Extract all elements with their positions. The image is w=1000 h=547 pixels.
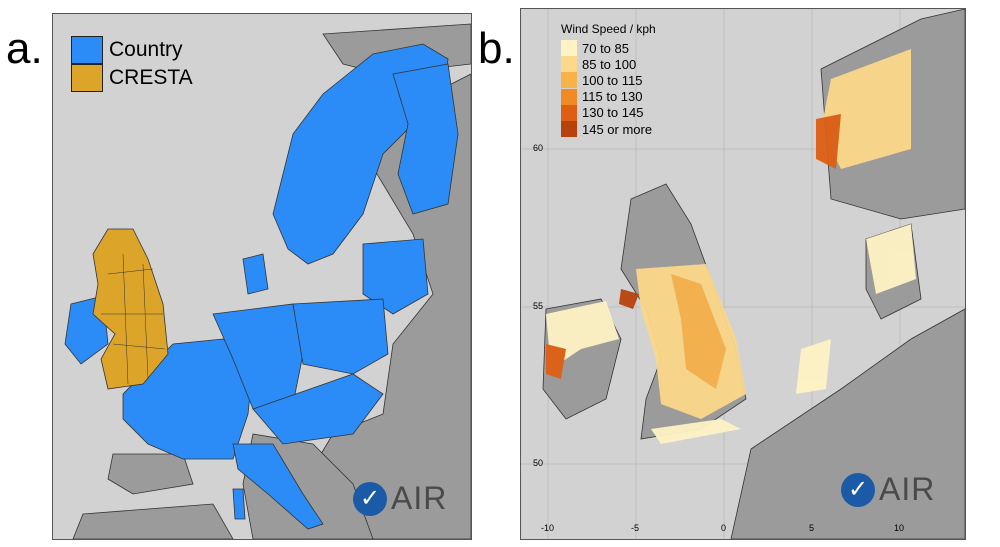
legend-b: Wind Speed / kph 70 to 85 85 to 100 100 … [561,22,656,138]
legend-b-swatch [561,40,577,57]
legend-b-item: 100 to 115 [561,72,656,89]
checkmark-globe-icon: ✓ [841,472,875,507]
legend-b-label: 130 to 145 [582,105,644,121]
country-poland [292,298,389,375]
legend-a-label-cresta: CRESTA [109,66,193,89]
lat-tick-60: 60 [533,143,544,153]
wind-footprint [546,49,916,444]
country-central [252,373,384,445]
panel-b-letter: b. [478,24,515,73]
wind-map-graphic [521,9,965,539]
legend-a: Country CRESTA [71,36,193,92]
legend-b-item: 115 to 130 [561,88,656,105]
country-finland [392,63,459,215]
legend-b-label: 100 to 115 [582,72,643,88]
checkmark-globe-icon: ✓ [353,481,387,516]
legend-b-item: 85 to 100 [561,56,656,73]
legend-b-label: 115 to 130 [582,89,643,105]
panel-a-letter: a. [6,24,43,73]
wind-speed-map: 60 55 50 -10 -5 0 5 10 Wind Speed / kph … [520,8,966,540]
legend-b-label: 85 to 100 [582,56,637,72]
land-iberia-south [107,453,194,495]
lat-tick-50: 50 [533,458,544,468]
country-italy [232,443,324,530]
legend-b-swatch [561,88,577,105]
land-north-africa [72,503,234,539]
lon-tick-5: 5 [809,523,815,533]
legend-b-swatch [561,72,577,89]
cresta-zone-lines [101,253,166,385]
lon-tick-minus10: -10 [541,523,555,533]
europe-exposure-map: Country CRESTA ✓ AIR [52,13,472,540]
legend-a-item-country: Country [71,36,193,64]
legend-a-item-cresta: CRESTA [71,64,193,92]
legend-b-title: Wind Speed / kph [561,22,656,36]
country-denmark [242,253,269,295]
air-logo-a: ✓ AIR [353,480,447,517]
legend-a-swatch-country [71,36,103,64]
country-sardinia [232,488,246,520]
legend-b-swatch [561,104,577,121]
europe-map-graphic [64,23,471,539]
country-baltics [362,238,429,315]
legend-b-label: 70 to 85 [582,40,629,56]
legend-a-swatch-cresta [71,64,103,92]
air-logo-b: ✓ AIR [841,471,935,508]
legend-b-item: 70 to 85 [561,40,656,57]
legend-b-swatch [561,121,577,138]
cresta-uk [92,228,169,390]
lon-tick-0: 0 [721,523,727,533]
legend-b-label: 145 or more [582,121,653,137]
legend-b-swatch [561,56,577,73]
legend-b-item: 130 to 145 [561,104,656,121]
air-logo-a-text: AIR [391,480,448,516]
lon-tick-minus5: -5 [631,523,640,533]
air-logo-b-text: AIR [879,471,936,507]
lon-tick-10: 10 [894,523,905,533]
legend-b-item: 145 or more [561,121,656,138]
lat-tick-55: 55 [533,301,544,311]
land-europe [730,308,965,539]
legend-a-label-country: Country [109,38,183,61]
